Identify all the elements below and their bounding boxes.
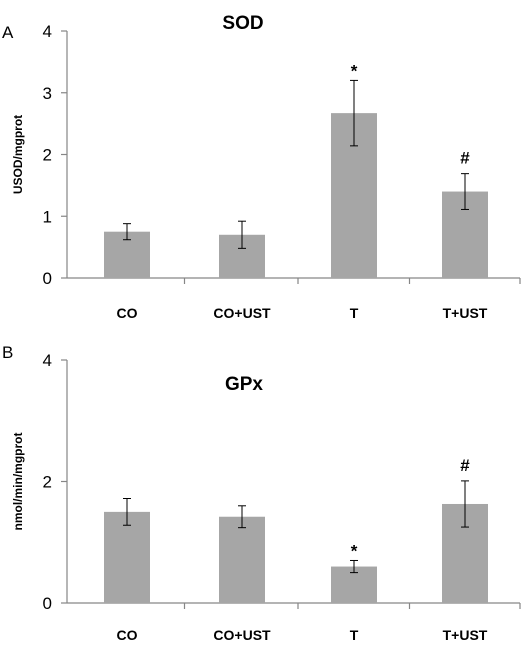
y-tick-label: 0 — [43, 269, 52, 288]
x-category-label: T — [350, 305, 359, 321]
significance-marker: # — [460, 149, 470, 168]
bar-co-plus-ust — [219, 517, 265, 603]
y-tick-label: 4 — [43, 351, 52, 370]
y-axis-label: nmol/min/mgprot — [11, 433, 25, 531]
x-category-label: CO — [117, 305, 138, 321]
significance-marker: * — [351, 61, 358, 80]
chart-title: GPx — [225, 374, 263, 395]
y-tick-label: 3 — [43, 84, 52, 103]
x-category-label: CO+UST — [213, 627, 271, 643]
y-tick-label: 4 — [43, 22, 52, 41]
y-tick-label: 1 — [43, 207, 52, 226]
x-category-label: T+UST — [443, 627, 488, 643]
x-category-label: T+UST — [443, 305, 488, 321]
y-tick-label: 2 — [43, 146, 52, 165]
y-tick-label: 0 — [43, 594, 52, 613]
significance-marker: * — [351, 541, 358, 560]
x-category-label: T — [350, 627, 359, 643]
panel-label: B — [2, 343, 13, 362]
x-category-label: CO — [117, 627, 138, 643]
chart-title: SOD — [222, 13, 263, 34]
significance-marker: # — [460, 456, 470, 475]
y-axis-label: USOD/mgprot — [11, 115, 25, 194]
y-tick-label: 2 — [43, 473, 52, 492]
panel-label: A — [2, 23, 14, 42]
x-category-label: CO+UST — [213, 305, 271, 321]
